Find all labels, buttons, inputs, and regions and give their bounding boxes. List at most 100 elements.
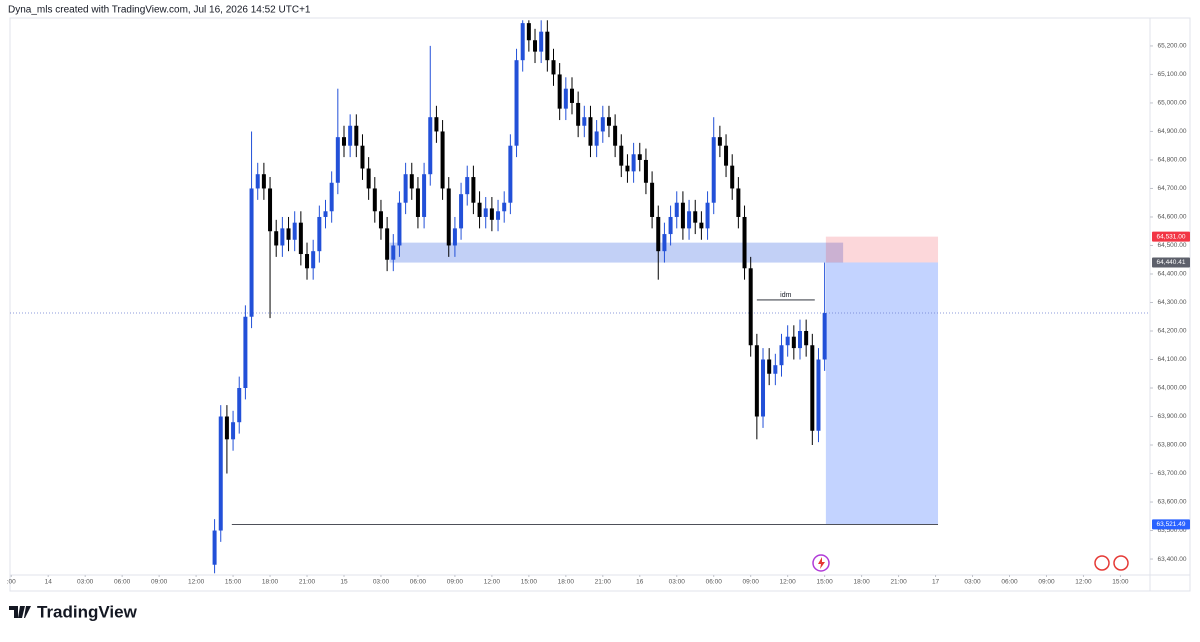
candle-body [680,202,685,229]
x-tick-label: 21:00 [299,579,316,586]
candle-body [693,211,698,223]
candle-body [391,245,396,260]
candle-body [606,117,611,126]
candle-body [286,228,291,240]
supply-zone [389,242,844,263]
candle-body [613,125,618,146]
y-tick-label: 64,000.00 [1158,385,1187,392]
candle-body [761,359,766,417]
candle-body [717,137,722,146]
candle-body [619,145,624,166]
x-tick-label: 03:00 [373,579,390,586]
candle-body [520,23,525,61]
candle-body [249,188,254,317]
candle-body [754,345,759,417]
x-tick-label: 21:00 [595,579,612,586]
candle-body [674,202,679,217]
price-label: 64,440.41 [1157,259,1186,266]
candle-body [551,60,556,75]
candle-body [637,154,642,160]
price-label-box [1152,231,1190,242]
axes: 63,400.00 63,500.00 63,600.00 63,700.00 63,8… [7,43,1190,586]
x-tick-label: 03:00 [964,579,981,586]
y-tick-label: 64,100.00 [1158,356,1187,363]
candle-body [298,222,303,255]
candle-body [822,313,827,360]
y-tick-label: 65,000.00 [1158,100,1187,107]
target-area [825,262,939,525]
flag-icon[interactable] [1113,555,1129,571]
frame [9,17,1191,592]
x-tick-label: 21:00 [890,579,907,586]
candle-body [261,174,266,189]
x-tick-label: :00 [7,579,16,586]
x-tick-label: 15 [340,579,348,586]
candle-body [366,168,371,189]
y-tick-label: 64,400.00 [1158,271,1187,278]
candle-body [625,165,630,172]
y-tick-label: 64,600.00 [1158,214,1187,221]
candle-body [594,131,599,146]
x-tick-label: 18:00 [853,579,870,586]
candle-body [496,211,501,220]
candle-body [440,131,445,189]
candle-body [335,137,340,183]
candle-body [588,117,593,146]
candle-body [403,174,408,203]
x-tick-label: 03:00 [77,579,94,586]
x-tick-label: 17 [932,579,940,586]
candle-body [687,211,692,229]
candle-body [699,222,704,229]
candle-body [378,211,383,229]
icons [812,554,1129,572]
x-tick-label: 09:00 [743,579,760,586]
candle-body [434,117,439,132]
x-tick-label: 15:00 [521,579,538,586]
flag-icon[interactable] [1094,555,1110,571]
x-tick-label: 18:00 [558,579,575,586]
candle-body [459,194,464,229]
price-label: 63,521.49 [1157,521,1186,528]
candle-body [323,211,328,217]
candle-body [705,202,710,229]
y-tick-label: 64,900.00 [1158,128,1187,135]
candle-body [797,330,802,349]
candle-body [563,88,568,109]
candle-body [280,228,285,246]
candle-body [533,40,538,52]
candle-body [224,416,229,440]
candle-body [804,330,809,346]
price-label-box [1152,257,1190,268]
candle-body [311,251,316,269]
x-tick-label: 12:00 [188,579,205,586]
price-label-box [1152,519,1190,530]
x-tick-label: 15:00 [816,579,833,586]
stop-area [825,236,939,263]
candle-body [452,228,457,246]
candle-body [650,182,655,217]
candle-body [212,530,217,565]
candle-body [397,202,402,246]
candle-body [348,125,353,146]
candle-body [724,145,729,166]
y-tick-label: 63,700.00 [1158,470,1187,477]
y-tick-label: 64,500.00 [1158,242,1187,249]
candle-body [557,74,562,109]
x-tick-label: 09:00 [1038,579,1055,586]
candle-body [385,228,390,260]
candle-body [785,336,790,346]
candle-body [329,182,334,212]
candle-body [816,359,821,431]
x-tick-label: 09:00 [151,579,168,586]
y-tick-label: 64,300.00 [1158,299,1187,306]
y-tick-label: 63,600.00 [1158,499,1187,506]
y-tick-label: 63,500.00 [1158,527,1187,534]
header-text: Dyna_mls created with TradingView.com, J… [8,5,311,16]
brand-name: TradingView [37,602,138,621]
x-tick-label: 15:00 [1112,579,1129,586]
y-tick-label: 65,100.00 [1158,71,1187,78]
x-tick-label: 06:00 [114,579,131,586]
brand-logo: TradingView [9,602,138,621]
